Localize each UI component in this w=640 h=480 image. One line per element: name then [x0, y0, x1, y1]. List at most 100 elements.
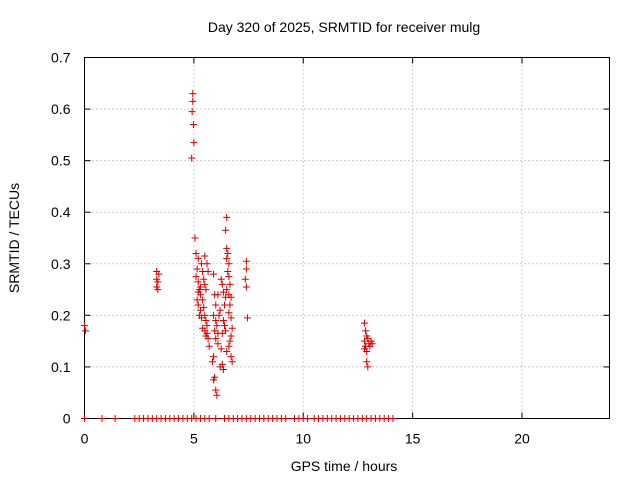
y-tick-label: 0.6: [51, 101, 71, 117]
data-point-marker: [218, 280, 226, 288]
data-point-marker: [210, 376, 218, 384]
data-point-marker: [214, 340, 222, 348]
data-point-marker: [226, 337, 234, 345]
data-point-marker: [210, 270, 218, 278]
data-point-marker: [199, 324, 207, 332]
data-point-marker: [155, 270, 163, 278]
y-tick-label: 0.3: [51, 256, 71, 272]
data-point-marker: [228, 358, 236, 366]
data-point-marker: [81, 322, 88, 330]
data-point-marker: [154, 278, 162, 286]
data-point-marker: [241, 275, 249, 283]
data-point-marker: [208, 358, 216, 366]
data-point-marker: [219, 317, 227, 325]
data-point-marker: [304, 415, 312, 422]
data-point-marker: [225, 273, 233, 281]
data-point-marker: [227, 314, 235, 322]
data-point-marker: [205, 342, 213, 350]
data-point-marker: [227, 332, 235, 340]
data-point-marker: [217, 345, 225, 353]
chart-title: Day 320 of 2025, SRMTID for receiver mul…: [208, 19, 480, 35]
data-point-marker: [98, 415, 106, 422]
data-point-marker: [225, 342, 233, 350]
data-point-marker: [228, 324, 236, 332]
data-point-marker: [225, 309, 233, 317]
x-tick-label: 0: [81, 431, 89, 447]
data-point-marker: [242, 265, 250, 273]
data-point-marker: [368, 340, 376, 348]
grid-lines: [84, 57, 610, 419]
data-point-marker: [223, 347, 231, 355]
data-point-marker: [243, 314, 251, 322]
data-point-marker: [212, 317, 220, 325]
data-point-marker: [194, 301, 202, 309]
data-point-marker: [389, 415, 397, 422]
data-point-marker: [190, 139, 198, 147]
data-point-marker: [361, 319, 368, 327]
data-point-marker: [362, 327, 370, 335]
data-point-marker: [212, 335, 220, 343]
data-point-marker: [189, 97, 197, 105]
data-point-marker: [189, 90, 197, 98]
data-point-marker: [219, 366, 227, 374]
data-point-marker: [81, 415, 88, 422]
data-point-marker: [154, 286, 162, 294]
data-point-marker: [227, 353, 235, 361]
y-axis-title: SRMTID / TECUs: [6, 183, 22, 293]
data-point-marker: [219, 288, 227, 296]
data-point-marker: [82, 327, 90, 335]
data-point-marker: [223, 255, 231, 263]
data-point-marker: [364, 363, 372, 371]
data-point-marker: [225, 260, 233, 268]
data-point-marker: [363, 358, 371, 366]
data-point-marker: [203, 260, 211, 268]
data-point-marker: [191, 234, 199, 242]
data-point-marker: [194, 288, 202, 296]
data-point-marker: [192, 273, 200, 281]
data-point-marker: [201, 252, 209, 260]
data-point-marker: [196, 283, 204, 291]
data-point-marker: [193, 265, 201, 273]
data-point-marker: [242, 257, 250, 265]
y-tick-label: 0: [63, 411, 71, 427]
data-point-marker: [194, 278, 202, 286]
data-point-marker: [200, 304, 208, 312]
x-tick-label: 5: [190, 431, 198, 447]
data-point-marker: [200, 275, 208, 283]
data-point-marker: [201, 280, 209, 288]
axis-ticks: [84, 57, 610, 419]
y-tick-label: 0.4: [51, 204, 71, 220]
data-point-marker: [361, 345, 368, 353]
data-point-marker: [199, 296, 207, 304]
data-point-marker: [192, 249, 200, 257]
data-point-marker: [221, 301, 228, 309]
y-tick-label: 0.2: [51, 307, 71, 323]
data-point-marker: [214, 291, 222, 299]
data-point-marker: [213, 322, 221, 330]
data-point-marker: [217, 275, 225, 283]
data-point-marker: [202, 317, 210, 325]
plot-area-frame: [84, 57, 610, 419]
data-points: [81, 90, 397, 422]
data-point-marker: [212, 301, 220, 309]
data-point-marker: [218, 329, 226, 337]
x-tick-label: 20: [514, 431, 530, 447]
data-point-marker: [204, 268, 212, 276]
data-point-marker: [223, 244, 231, 252]
data-point-marker: [189, 121, 197, 129]
data-point-marker: [202, 286, 210, 294]
data-point-marker: [210, 353, 218, 361]
y-tick-label: 0.1: [51, 359, 71, 375]
x-tick-label: 10: [295, 431, 311, 447]
data-point-marker: [221, 322, 228, 330]
data-point-marker: [212, 415, 220, 422]
y-tick-label: 0.5: [51, 153, 71, 169]
data-point-marker: [194, 255, 202, 263]
data-point-marker: [205, 415, 213, 422]
data-point-marker: [202, 332, 210, 340]
data-point-marker: [198, 314, 206, 322]
x-tick-label: 15: [405, 431, 421, 447]
data-point-marker: [215, 311, 223, 319]
data-point-marker: [188, 154, 196, 162]
